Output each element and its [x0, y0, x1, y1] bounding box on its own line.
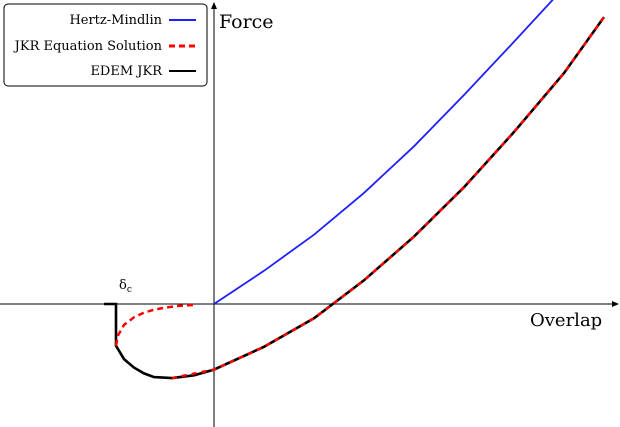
legend-label-jkr-equation: JKR Equation Solution	[13, 39, 163, 54]
delta-c-symbol: δ	[119, 278, 127, 293]
legend-box	[3, 3, 208, 87]
series-line-jkr-equation-solution-unstable	[114, 303, 195, 347]
series-line-jkr-equation-solution-stable	[171, 16, 606, 380]
delta-c-subscript: c	[127, 285, 132, 295]
delta-c-annotation: δc	[119, 278, 132, 295]
series-line-hertz-mindlin	[213, 0, 554, 305]
legend-label-hertz: Hertz-Mindlin	[69, 13, 162, 28]
series-layer	[104, 0, 606, 380]
y-axis-label: Force	[219, 11, 274, 33]
legend-label-edem-jkr: EDEM JKR	[90, 64, 163, 79]
x-axis-label: Overlap	[530, 310, 602, 331]
legend: Hertz-Mindlin JKR Equation Solution EDEM…	[3, 3, 208, 87]
